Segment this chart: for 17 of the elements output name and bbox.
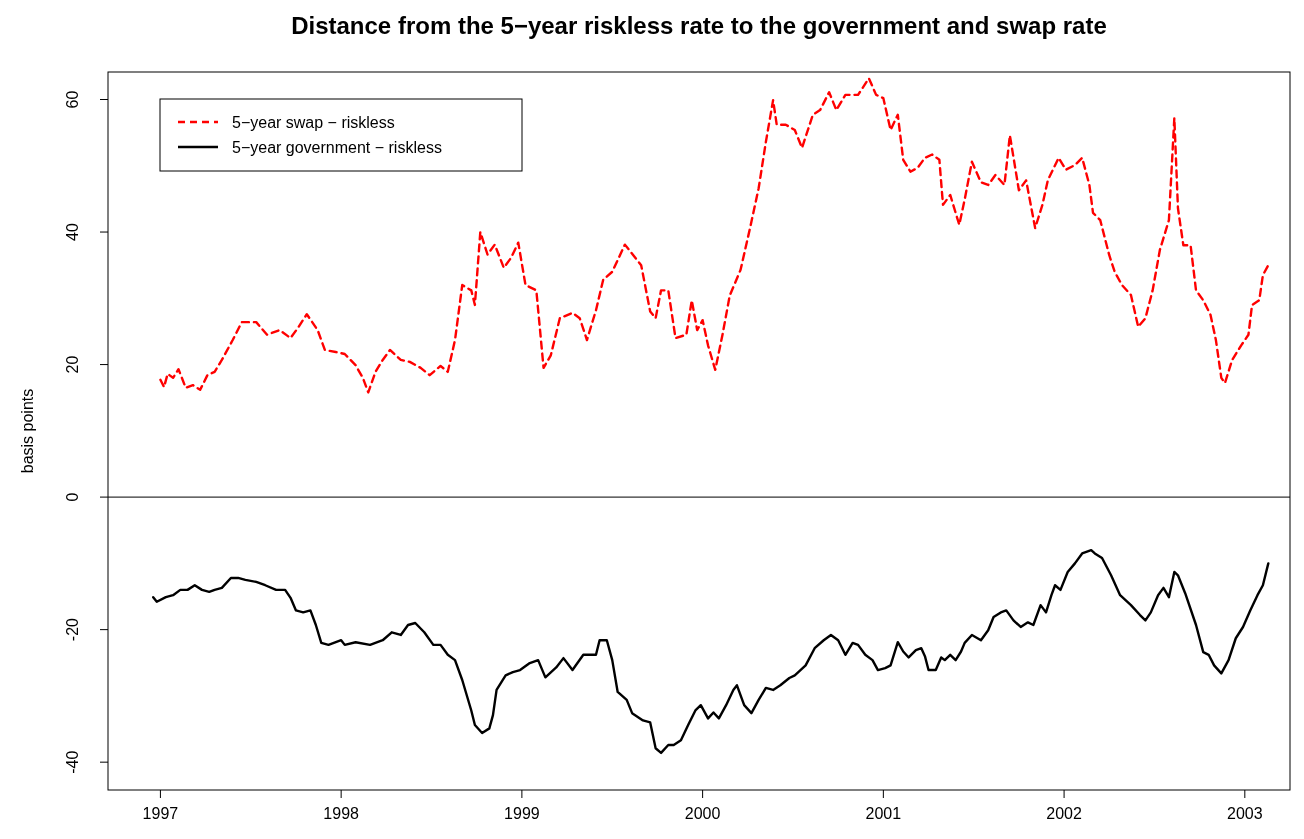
y-tick-label: 0 [64,492,81,502]
y-tick-label: -20 [64,617,81,642]
y-tick-label: -40 [64,750,81,774]
x-tick-label: 2001 [865,805,902,822]
x-tick-label: 1998 [323,805,360,822]
y-tick-label: 40 [64,223,81,241]
x-tick-label: 2000 [684,805,721,822]
y-axis-title: basis points [19,388,36,474]
x-tick-label: 2002 [1046,805,1082,822]
x-tick-label: 2003 [1227,805,1263,822]
x-tick-label: 1999 [504,805,540,822]
y-tick-label: 20 [64,355,81,374]
legend-label: 5−year government − riskless [232,139,442,156]
x-tick-label: 1997 [142,805,179,822]
chart-title: Distance from the 5−year riskless rate to the government and swap rate [291,12,1107,39]
legend-label: 5−year swap − riskless [232,114,395,131]
y-tick-label: 60 [64,90,81,109]
